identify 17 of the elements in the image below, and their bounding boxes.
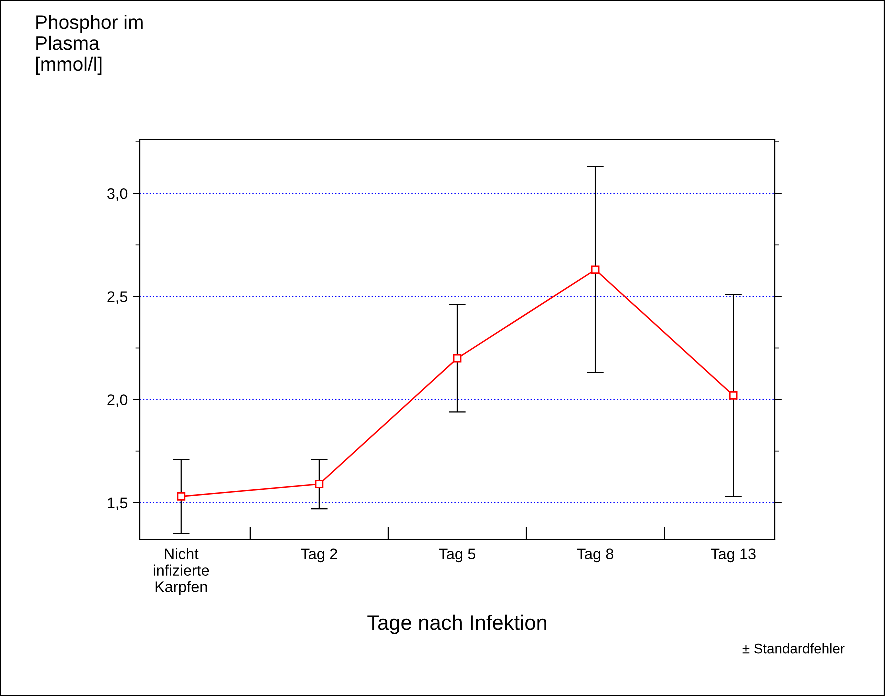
x-tick-label: Tag 5 [439, 548, 476, 563]
point [729, 392, 738, 400]
point [315, 480, 324, 488]
point [591, 266, 600, 274]
y-tick-label: 3,0 [108, 188, 128, 202]
x-axis-title: Tage nach Infektion [368, 614, 546, 634]
point [177, 492, 186, 501]
y-axis-title: Phosphor im Plasma [mmol/l] [36, 15, 143, 76]
x-tick-label: Nicht infizierte Karpfen [154, 548, 210, 596]
text: ± Standardfehler [742, 644, 845, 654]
x-tick-label: Tag 8 [577, 548, 614, 563]
y-tick-label: 2,5 [108, 292, 128, 304]
point [453, 354, 462, 363]
y-tick-label: 2,0 [108, 394, 128, 408]
x-tick-label: Tag 13 [711, 548, 756, 563]
y-tick-label: 1,5 [108, 498, 128, 510]
x-tick-label: Tag 2 [301, 548, 338, 563]
